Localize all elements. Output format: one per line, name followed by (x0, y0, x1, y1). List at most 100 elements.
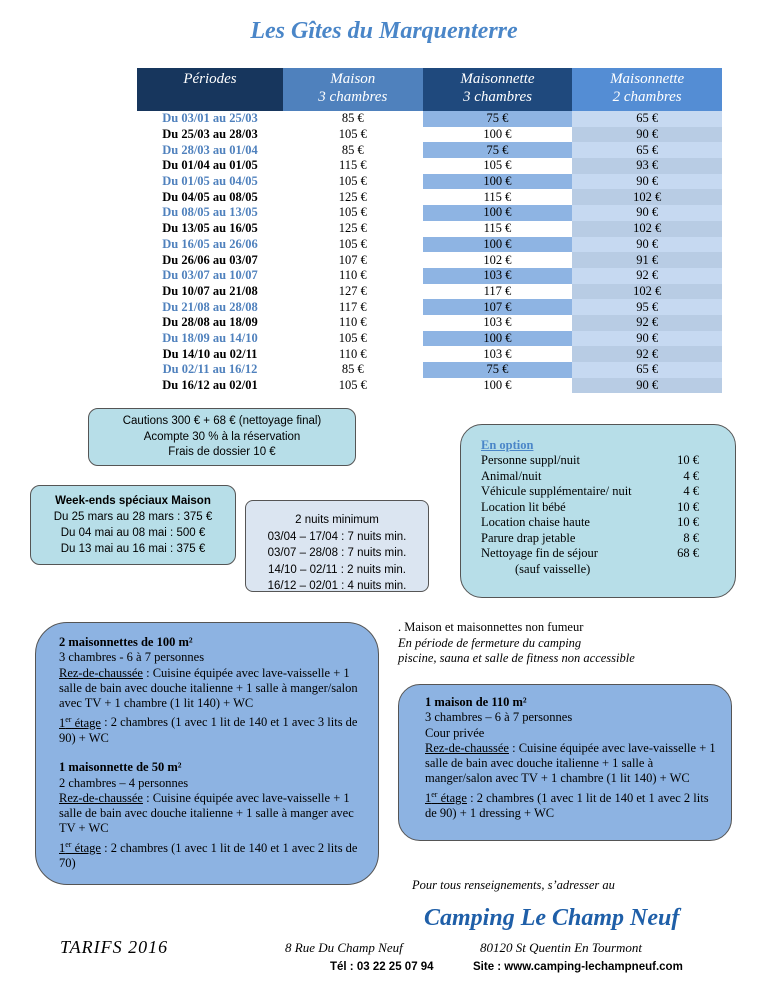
price: 107 € (338, 252, 367, 267)
price: 102 € (422, 252, 573, 268)
etage-text: : 2 chambres (1 avec 1 lit de 140 et 1 a… (59, 840, 358, 871)
header-cell: Maison 3 chambres (283, 68, 423, 111)
tarifs: TARIFS 2016 (60, 937, 169, 957)
option-row: Véhicule supplémentaire/ nuit 4 € (481, 484, 699, 500)
period: Du 10/07 au 21/08 (162, 283, 258, 298)
header-name: Maisonnette (460, 71, 535, 87)
price: 90 € (572, 126, 722, 143)
unit: 2 maisonnettes de 100 m² 3 chambres - 6 à… (59, 635, 364, 746)
price: 110 € (338, 268, 367, 283)
price: 115 € (338, 158, 367, 173)
option-price: 4 € (683, 484, 699, 498)
title: Les Gîtes du Marquenterre (250, 18, 518, 44)
period: Du 08/05 au 13/05 (162, 205, 258, 220)
option-row: Animal/nuit 4 € (481, 469, 699, 485)
period: Du 14/10 au 02/11 (162, 346, 258, 361)
option-label: Animal/nuit (481, 468, 542, 483)
option-price: 4 € (683, 468, 699, 483)
price: 90 € (572, 205, 722, 221)
weekends-title: Week-ends spéciaux Maison (55, 495, 211, 507)
options-box: En option Personne suppl/nuit 10 € Animal/… (460, 424, 736, 598)
price: 85 € (341, 111, 364, 126)
period: Du 28/03 au 01/04 (162, 142, 258, 157)
option-row: Nettoyage fin de séjour 68 € (481, 546, 699, 562)
price: 103 € (422, 314, 573, 331)
nuits-line: 14/10 – 02/11 : 2 nuits min. (268, 563, 406, 576)
price: 90 € (572, 173, 722, 190)
table-row: Du 16/12 au 02/01 105 € 100 €90 € (137, 377, 722, 394)
period: Du 02/11 au 16/12 (162, 362, 258, 377)
table-row: Du 26/06 au 03/07 107 € 102 €91 € (137, 252, 722, 268)
rdc-label: Rez-de-chaussée (425, 740, 509, 755)
unit-title: 2 maisonnettes de 100 m² (59, 635, 193, 649)
period: Du 28/08 au 18/09 (162, 315, 258, 330)
price: 127 € (338, 283, 367, 298)
price: 110 € (338, 315, 367, 330)
caution-line: Cautions 300 € + 68 € (nettoyage final) (122, 415, 322, 427)
weekend-line: Du 13 mai au 16 mai : 375 € (60, 543, 206, 555)
period: Du 13/05 au 16/05 (162, 221, 258, 236)
rdc-label: Rez-de-chaussée (59, 665, 143, 680)
price: 100 € (422, 330, 573, 347)
price: 105 € (338, 236, 367, 251)
price: 93 € (572, 158, 722, 174)
header-sub: 2 chambres (612, 89, 682, 105)
period: Du 04/05 au 08/05 (162, 189, 258, 204)
price: 105 € (338, 127, 367, 142)
contact-intro: Pour tous renseignements, s’adresser au (412, 878, 615, 892)
table-row: Du 03/01 au 25/03 85 € 75 €65 € (137, 111, 722, 127)
option-price: 68 € (677, 546, 699, 560)
unit-extra: Cour privée (425, 725, 485, 740)
option-label: Parure drap jetable (481, 530, 576, 545)
unit-etage: 1er étage : 2 chambres (1 avec 1 lit de … (425, 787, 723, 822)
table-row: Du 13/05 au 16/05 125 € 115 €102 € (137, 220, 722, 237)
option-label: Personne suppl/nuit (481, 453, 580, 467)
price: 100 € (422, 126, 573, 143)
option-price: 8 € (683, 530, 699, 545)
maison-box: 1 maison de 110 m² 3 chambres – 6 à 7 per… (398, 684, 732, 841)
unit-title: 1 maison de 110 m² (425, 695, 527, 709)
unit: 1 maisonnette de 50 m² 2 chambres – 4 per… (59, 760, 364, 871)
price: 105 € (338, 205, 367, 220)
period: Du 25/03 au 28/03 (162, 127, 258, 142)
option-row: Parure drap jetable 8 € (481, 531, 699, 547)
price: 65 € (572, 362, 722, 378)
table-body: Du 03/01 au 25/03 85 €75 €65 € Du 25/03 au… (137, 111, 722, 394)
table-row: Du 01/05 au 04/05 105 € 100 €90 € (137, 173, 722, 190)
header-cell: Maisonnette 3 chambres (422, 68, 573, 111)
notes: . Maison et maisonnettes non fumeur En p… (398, 620, 635, 667)
unit-title: 1 maisonnette de 50 m² (59, 760, 182, 775)
table-row: Du 16/05 au 26/06 105 € 100 €90 € (137, 236, 722, 253)
table-row: Du 25/03 au 28/03 105 € 100 €90 € (137, 126, 722, 143)
option-row: Location chaise haute 10 € (481, 515, 699, 531)
etage-label: 1er étage (425, 790, 467, 805)
price: 100 € (422, 173, 573, 190)
header-cell: Périodes (137, 68, 283, 111)
price: 125 € (338, 221, 367, 236)
price: 92 € (572, 314, 722, 331)
price: 103 € (422, 267, 573, 284)
price-table: Périodes Maison 3 chambres Maisonnette 3 cha… (137, 68, 722, 394)
header-row: Périodes Maison 3 chambres Maisonnette 3 cha… (137, 68, 722, 111)
nuits-line: 03/07 – 28/08 : 7 nuits min. (267, 547, 407, 559)
price: 110 € (338, 346, 367, 361)
etage-text: : 2 chambres (1 avec 1 lit de 140 et 1 a… (59, 715, 358, 745)
note: En période de fermeture du camping (398, 635, 582, 650)
maisonnettes-box: 2 maisonnettes de 100 m² 3 chambres - 6 à… (35, 622, 379, 885)
price: 91 € (572, 252, 722, 268)
etage-word: étage (71, 715, 101, 730)
table-row: Du 04/05 au 08/05 125 € 115 €102 € (137, 189, 722, 206)
options-list: Personne suppl/nuit 10 € Animal/nuit 4 € Véh… (481, 453, 699, 562)
option-label: Location lit bébé (481, 499, 566, 514)
note: piscine, sauna et salle de fitness non a… (398, 651, 635, 665)
header-name: Maisonnette (610, 71, 685, 87)
table-row: Du 18/09 au 14/10 105 € 100 €90 € (137, 330, 722, 347)
price: 85 € (341, 142, 364, 157)
period: Du 21/08 au 28/08 (162, 299, 258, 314)
table-row: Du 21/08 au 28/08 117 € 107 €95 € (137, 299, 722, 315)
price: 105 € (422, 158, 573, 174)
option-label: Nettoyage fin de séjour (481, 546, 598, 560)
camping-name: Camping Le Champ Neuf (424, 905, 680, 931)
rdc-label: Rez-de-chaussée (59, 790, 143, 805)
price: 102 € (572, 189, 722, 206)
